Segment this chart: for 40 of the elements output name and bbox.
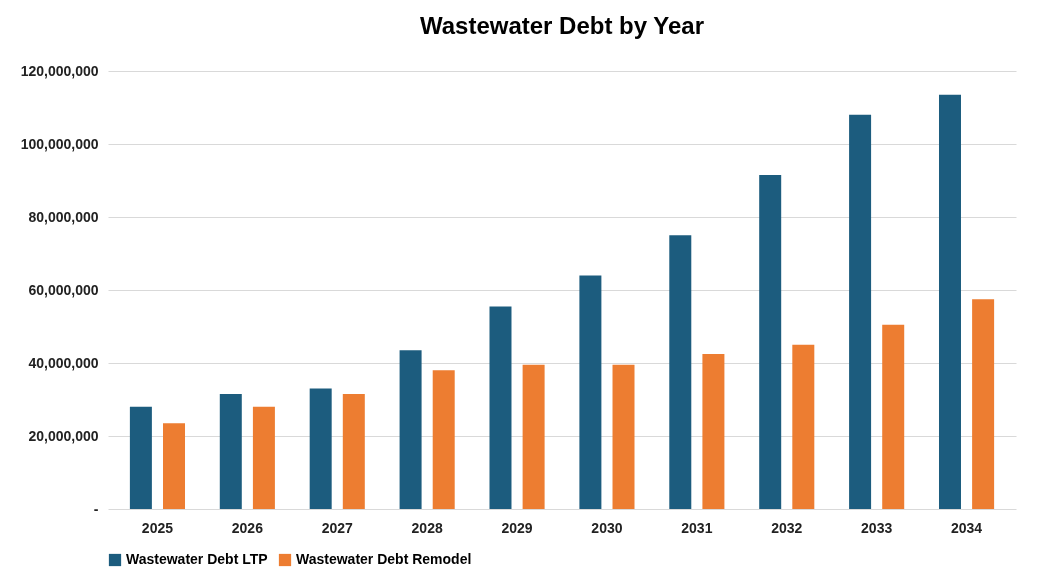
bar bbox=[669, 235, 692, 509]
bar bbox=[163, 423, 186, 509]
bar bbox=[792, 344, 815, 509]
bar bbox=[219, 394, 242, 509]
x-tick-label: 2030 bbox=[591, 519, 623, 536]
x-tick-label: 2029 bbox=[501, 519, 533, 536]
bar bbox=[432, 370, 455, 509]
bar bbox=[342, 394, 365, 509]
bar bbox=[579, 275, 602, 509]
bar bbox=[489, 306, 512, 509]
bar bbox=[309, 388, 332, 509]
x-tick-label: 2027 bbox=[321, 519, 354, 536]
y-tick-label: 100,000,000 bbox=[20, 135, 99, 152]
y-tick-label: 60,000,000 bbox=[28, 281, 99, 298]
y-tick-label: 20,000,000 bbox=[28, 427, 99, 444]
chart-title: Wastewater Debt by Year bbox=[419, 12, 705, 39]
bar bbox=[129, 406, 152, 509]
x-tick-label: 2026 bbox=[231, 519, 264, 536]
x-tick-label: 2032 bbox=[771, 519, 803, 536]
y-tick-label: 120,000,000 bbox=[20, 62, 99, 79]
x-tick-label: 2025 bbox=[141, 519, 174, 536]
bar bbox=[759, 175, 782, 509]
x-tick-label: 2031 bbox=[681, 519, 713, 536]
legend-label: Wastewater Debt LTP bbox=[126, 551, 268, 567]
y-tick-label: 40,000,000 bbox=[28, 354, 99, 371]
bar bbox=[612, 364, 635, 509]
legend-label: Wastewater Debt Remodel bbox=[296, 551, 472, 567]
y-tick-label: 80,000,000 bbox=[28, 208, 99, 225]
y-tick-label: - bbox=[93, 500, 99, 517]
x-tick-label: 2034 bbox=[950, 519, 983, 536]
bar bbox=[849, 114, 872, 509]
bar bbox=[972, 299, 995, 509]
bar bbox=[882, 324, 905, 509]
x-tick-label: 2033 bbox=[861, 519, 893, 536]
bar bbox=[938, 94, 961, 509]
x-tick-label: 2028 bbox=[411, 519, 443, 536]
bar bbox=[702, 353, 725, 509]
bar bbox=[522, 364, 545, 509]
bar bbox=[252, 406, 275, 509]
bar bbox=[399, 350, 422, 509]
